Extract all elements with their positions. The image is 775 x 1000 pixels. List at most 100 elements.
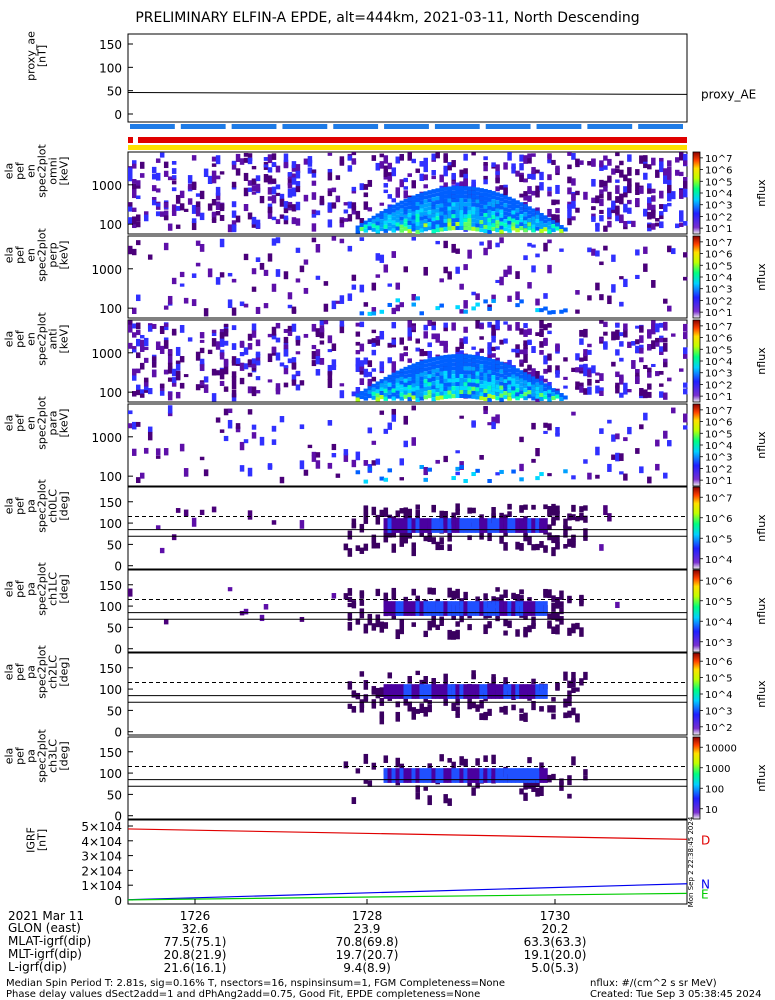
proxy-ae-tick-label-1: 100 [99,61,122,75]
panel-5-ylabel-4: ch1LC [47,572,60,606]
ephem-time-0: 1726 [180,909,211,923]
panel-4-tick-label-3: 0 [114,560,122,574]
igrf-series-E [127,892,688,901]
colorbar-tick-label-4-1: 10^6 [705,514,732,525]
colorbar-1 [692,235,701,319]
panel-6-tick-label-0: 150 [99,662,122,676]
colorbar-tick-label-2-5: 10^2 [705,380,732,391]
status-bar-red-start [128,137,133,143]
status-bar-blue-3 [282,124,328,129]
colorbar-tick-label-4-0: 10^7 [705,493,732,504]
status-bar-blue-9 [587,124,633,129]
igrf-series-label-N: N [701,878,710,892]
panel-7-ylabel-2: pa [25,749,38,763]
ephem-value-2-3: 5.0(5.3) [531,961,579,975]
igrf-tick-label-1: 4×104 [81,835,122,849]
ephem-value-1-3: 9.4(8.9) [343,961,391,975]
ephem-value-0-0: 32.6 [182,922,209,936]
colorbar-label-4: nflux [755,514,768,542]
panel-6-ylabel-3: spec2plot [36,645,49,699]
panel-2-ylabel-0: ela [3,331,16,348]
colorbar-5 [692,569,701,653]
colorbar-label-3: nflux [755,431,768,459]
colorbar-tick-label-3-4: 10^3 [705,453,732,464]
status-bar-blue-10 [638,124,683,129]
colorbar-tick-label-5-0: 10^6 [705,576,732,587]
status-bar-blue-8 [536,124,582,129]
panel-5-ylabel-1: pef [14,579,27,598]
ephem-value-2-2: 19.1(20.0) [524,948,587,962]
panel-0-tick-label-1: 100 [99,218,122,232]
ephem-value-0-2: 20.8(21.9) [164,948,227,962]
panel-3-ylabel-1: pef [14,413,27,432]
colorbar-tick-label-3-5: 10^2 [705,464,732,475]
panel-7-ylabel-3: spec2plot [36,729,49,783]
panel-7-tick-label-1: 100 [99,767,122,781]
status-bar-red [138,137,687,143]
panel-1-ylabel-0: ela [3,247,16,264]
colorbar-tick-label-7-2: 100 [705,784,724,795]
ephem-time-1: 1728 [352,909,383,923]
panel-3-ylabel-0: ela [3,415,16,432]
panel-1-tick-label-0: 1000 [91,263,122,277]
panel-6-ylabel-2: pa [25,665,38,679]
panel-4-tick-label-0: 150 [99,496,122,510]
colorbar-tick-label-1-2: 10^5 [705,261,732,272]
ephem-value-1-2: 19.7(20.7) [336,948,399,962]
colorbar-tick-label-6-0: 10^6 [705,657,732,668]
colorbar-tick-label-5-2: 10^4 [705,617,732,628]
colorbar-tick-label-1-0: 10^7 [705,238,732,249]
colorbar-tick-label-7-1: 1000 [705,764,730,775]
colorbar-tick-label-0-5: 10^2 [705,212,732,223]
panel-0-ylabel-5: [keV] [58,157,71,186]
panel-1-tick-label-1: 100 [99,302,122,316]
panel-0-ylabel-2: en [25,164,38,178]
colorbar-tick-label-0-4: 10^3 [705,201,732,212]
panel-4-ylabel-2: pa [25,499,38,513]
igrf-tick-label-4: 1×104 [81,879,122,893]
status-bar-blue-1 [180,124,226,129]
ephem-value-0-3: 21.6(16.1) [164,961,227,975]
igrf-series-label-E: E [701,887,709,901]
status-bar-blue-6 [434,124,480,129]
panel-4-tick-label-1: 100 [99,517,122,531]
panel-0-ylabel-0: ela [3,163,16,180]
colorbar-label-5: nflux [755,597,768,625]
proxy-ae-tick-label-0: 150 [99,38,122,52]
panel-4-ylabel-3: spec2plot [36,479,49,533]
colorbar-tick-label-3-6: 10^1 [705,476,732,487]
status-bar-blue-2 [231,124,277,129]
igrf-tick-label-3: 2×104 [81,864,122,878]
panel-6-tick-label-2: 50 [107,704,122,718]
panel-5-ylabel-2: pa [25,582,38,596]
panel-6-tick-label-3: 0 [114,726,122,740]
panel-5-ylabel-5: [deg] [58,574,71,603]
colorbar-tick-label-3-3: 10^4 [705,441,732,452]
colorbar-tick-label-6-2: 10^4 [705,690,732,701]
colorbar-tick-label-2-6: 10^1 [705,392,732,403]
igrf-series-D [127,828,688,840]
panel-frame-7 [127,736,688,820]
panel-2-ylabel-4: anti [47,328,60,349]
panel-7-tick-label-3: 0 [114,810,122,824]
colorbar-tick-label-6-1: 10^5 [705,674,732,685]
panel-2-ylabel-2: en [25,332,38,346]
ephem-value-1-1: 70.8(69.8) [336,935,399,949]
colorbar-label-2: nflux [755,347,768,375]
colorbar-tick-label-1-4: 10^3 [705,285,732,296]
status-bar-blue-5 [384,124,429,129]
panel-7-ylabel-5: [deg] [58,741,71,770]
footer-phase-info: Phase delay values dSect2add=1 and dPhAn… [6,989,481,1000]
panel-1-ylabel-1: pef [14,245,27,264]
status-bar-blue-0 [130,124,175,129]
colorbar-tick-label-0-2: 10^5 [705,177,732,188]
igrf-ylabel-1: [nT] [36,829,49,851]
ephem-value-1-0: 23.9 [354,922,381,936]
proxy-ae-ylabel-1: [nT] [36,45,49,67]
colorbar-tick-label-0-6: 10^1 [705,224,732,235]
panel-5-ylabel-0: ela [3,581,16,598]
panel-0-ylabel-1: pef [14,161,27,180]
colorbar-tick-label-2-2: 10^5 [705,345,732,356]
